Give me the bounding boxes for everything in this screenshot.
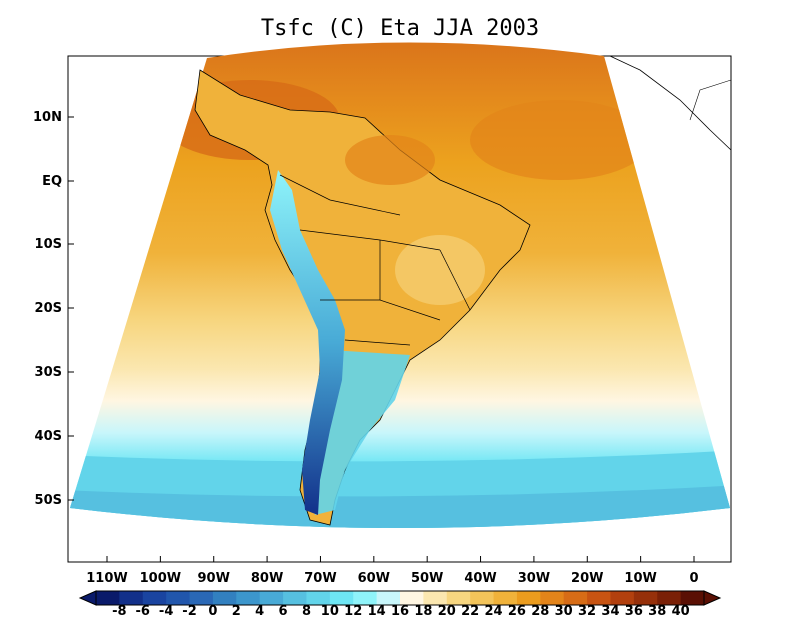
colorbar-label: -8 (112, 604, 126, 618)
colorbar-swatch (236, 591, 261, 605)
colorbar-swatch (353, 591, 378, 605)
colorbar-swatch (610, 591, 635, 605)
colorbar: -8 -6 -4 -2 0 2 4 6 8 10 12 14 16 18 20 22 24 26 28 30 32 34 3… (78, 590, 722, 618)
lat-label-10n: 10N (33, 110, 62, 125)
lat-tick-eq: EQ (42, 174, 74, 189)
colorbar-swatch (423, 591, 448, 605)
lon-label: 0 (689, 571, 698, 586)
colorbar-label: 34 (601, 604, 619, 618)
colorbar-swatch (400, 591, 424, 605)
colorbar-label: 12 (344, 604, 362, 618)
colorbar-swatch (142, 591, 167, 605)
longitude-axis: 110W 100W 90W 80W 70W 60W 50W 40W 30W 20W 10W 0 (86, 556, 699, 586)
lat-tick-50s: 50S (35, 493, 74, 508)
lat-tick-10n: 10N (33, 110, 74, 125)
colorbar-swatch (446, 591, 471, 605)
colorbar-label: 36 (625, 604, 643, 618)
lon-label: 10W (624, 571, 656, 586)
colorbar-swatch (540, 591, 565, 605)
colorbar-swatch (563, 591, 588, 605)
colorbar-label: 4 (255, 604, 264, 618)
lat-label-50s: 50S (35, 493, 62, 508)
colorbar-label: -2 (182, 604, 196, 618)
lon-label: 110W (86, 571, 127, 586)
colorbar-swatch (680, 591, 705, 605)
colorbar-swatch (96, 591, 120, 605)
lat-label-20s: 20S (35, 301, 62, 316)
lat-label-10s: 10S (35, 237, 62, 252)
africa-coastline (609, 55, 732, 151)
colorbar-swatch (259, 591, 284, 605)
colorbar-swatch (329, 591, 354, 605)
lon-label: 40W (464, 571, 496, 586)
lat-label-eq: EQ (42, 174, 62, 189)
lat-tick-30s: 30S (35, 365, 74, 380)
colorbar-label: 24 (484, 604, 502, 618)
colorbar-label: 10 (321, 604, 339, 618)
lon-label: 60W (358, 571, 390, 586)
colorbar-arrow-left (78, 590, 97, 606)
colorbar-label: -4 (159, 604, 173, 618)
colorbar-swatch (283, 591, 307, 605)
lon-label: 20W (571, 571, 603, 586)
colorbar-label: 16 (391, 604, 409, 618)
colorbar-swatch (189, 591, 214, 605)
lon-label: 90W (198, 571, 230, 586)
colorbar-swatch (633, 591, 658, 605)
lon-label: 80W (251, 571, 283, 586)
lat-tick-10s: 10S (35, 237, 74, 252)
colorbar-label: 40 (672, 604, 690, 618)
colorbar-label: 38 (648, 604, 666, 618)
lon-label: 100W (140, 571, 181, 586)
lat-label-30s: 30S (35, 365, 62, 380)
south-america (194, 69, 531, 526)
colorbar-label: 28 (531, 604, 549, 618)
colorbar-label: -6 (136, 604, 150, 618)
colorbar-swatch (376, 591, 401, 605)
colorbar-label: 22 (461, 604, 479, 618)
colorbar-label: 26 (508, 604, 526, 618)
colorbar-swatch (516, 591, 541, 605)
lat-tick-40s: 40S (35, 429, 74, 444)
colorbar-label: 8 (302, 604, 311, 618)
colorbar-swatch (587, 591, 611, 605)
colorbar-label: 0 (208, 604, 217, 618)
colorbar-swatch (306, 591, 331, 605)
colorbar-arrow-right (703, 590, 722, 606)
colorbar-label: 14 (368, 604, 386, 618)
africa-borders (689, 79, 732, 121)
map-title: Tsfc (C) Eta JJA 2003 (260, 16, 540, 41)
colorbar-label: 30 (555, 604, 573, 618)
colorbar-label: 6 (279, 604, 288, 618)
latitude-axis: 10N EQ 10S 20S 30S 40S 50S (33, 110, 74, 508)
colorbar-label: 20 (438, 604, 456, 618)
colorbar-border (95, 590, 705, 606)
colorbar-label: 18 (414, 604, 432, 618)
colorbar-swatch (166, 591, 191, 605)
colorbar-label: 32 (578, 604, 596, 618)
lat-tick-20s: 20S (35, 301, 74, 316)
colorbar-swatch (470, 591, 495, 605)
lon-label: 50W (411, 571, 443, 586)
colorbar-label: 2 (232, 604, 241, 618)
colorbar-swatch (212, 591, 237, 605)
lon-label: 70W (304, 571, 336, 586)
colorbar-swatch (493, 591, 518, 605)
lon-label: 30W (518, 571, 550, 586)
colorbar-swatch (657, 591, 682, 605)
colorbar-swatch (119, 591, 144, 605)
lat-label-40s: 40S (35, 429, 62, 444)
